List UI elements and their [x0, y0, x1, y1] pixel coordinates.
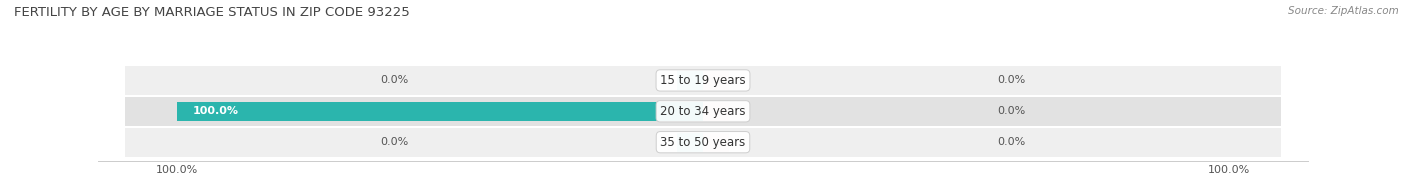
Text: 15 to 19 years: 15 to 19 years: [661, 74, 745, 87]
Text: 0.0%: 0.0%: [381, 137, 409, 147]
Text: 0.0%: 0.0%: [997, 137, 1025, 147]
Bar: [703, 102, 730, 121]
Text: Source: ZipAtlas.com: Source: ZipAtlas.com: [1288, 6, 1399, 16]
Bar: [177, 102, 703, 121]
Text: 35 to 50 years: 35 to 50 years: [661, 136, 745, 149]
Text: 0.0%: 0.0%: [997, 75, 1025, 85]
Text: 0.0%: 0.0%: [381, 75, 409, 85]
Text: FERTILITY BY AGE BY MARRIAGE STATUS IN ZIP CODE 93225: FERTILITY BY AGE BY MARRIAGE STATUS IN Z…: [14, 6, 409, 19]
Bar: [676, 133, 703, 152]
Text: 20 to 34 years: 20 to 34 years: [661, 105, 745, 118]
Bar: [125, 66, 1281, 95]
Bar: [703, 133, 730, 152]
Bar: [125, 128, 1281, 157]
Bar: [676, 71, 703, 90]
Text: 0.0%: 0.0%: [997, 106, 1025, 116]
Text: 100.0%: 100.0%: [193, 106, 239, 116]
Bar: [703, 71, 730, 90]
Bar: [125, 97, 1281, 126]
